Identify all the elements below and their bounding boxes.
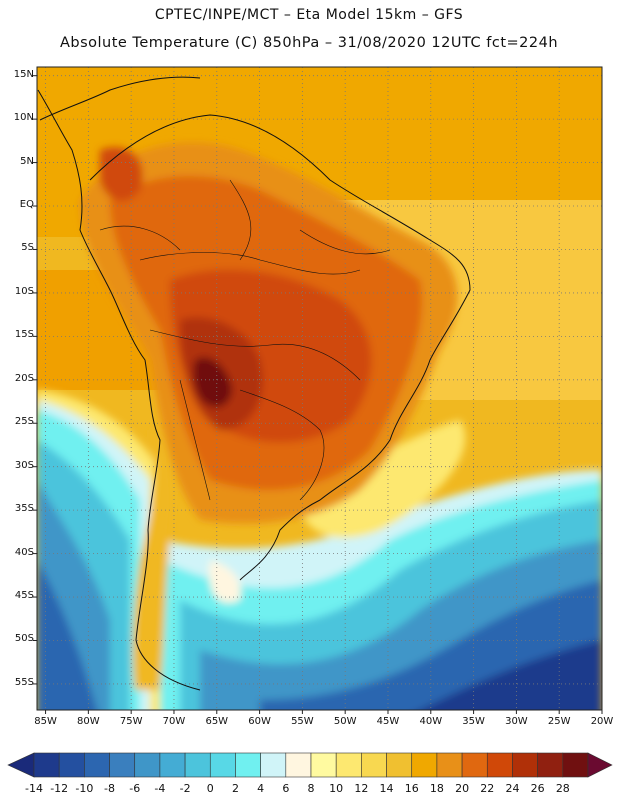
colorbar-swatch bbox=[310, 752, 337, 778]
lon-tick-label: 35W bbox=[462, 716, 485, 727]
colorbar-high-arrow bbox=[587, 752, 613, 778]
lon-tick-label: 50W bbox=[333, 716, 357, 727]
lat-tick-label: 25S bbox=[14, 416, 34, 428]
colorbar-swatch bbox=[537, 752, 564, 778]
colorbar-swatch bbox=[84, 752, 110, 778]
colorbar-label: 18 bbox=[429, 782, 444, 795]
colorbar-label: 4 bbox=[257, 782, 265, 795]
colorbar-label: 8 bbox=[307, 782, 315, 795]
chart-title-line1: CPTEC/INPE/MCT – Eta Model 15km – GFS bbox=[154, 7, 464, 23]
lat-tick-label: 45S bbox=[14, 590, 34, 602]
lat-tick-label: 35S bbox=[14, 503, 34, 515]
colorbar-swatch bbox=[461, 752, 488, 778]
lat-tick-label: 5S bbox=[21, 242, 34, 254]
colorbar-label: -4 bbox=[154, 782, 166, 795]
lat-tick-label: 55S bbox=[14, 676, 34, 688]
colorbar-swatch bbox=[436, 752, 463, 778]
colorbar-label: 24 bbox=[505, 782, 520, 795]
colorbar bbox=[7, 752, 613, 778]
lon-tick-label: 65W bbox=[205, 716, 229, 727]
colorbar-label: 6 bbox=[282, 782, 290, 795]
lon-tick-label: 45W bbox=[376, 716, 400, 727]
colorbar-swatch bbox=[512, 752, 538, 778]
colorbar-swatch bbox=[134, 752, 161, 778]
temperature-field bbox=[37, 67, 602, 710]
lon-tick-label: 40W bbox=[419, 716, 443, 727]
lon-tick-label: 30W bbox=[505, 716, 528, 727]
lat-tick-label: 5N bbox=[20, 155, 34, 167]
colorbar-label: 2 bbox=[231, 782, 239, 795]
lon-tick-label: 20W bbox=[590, 716, 614, 727]
lat-tick-label: 20S bbox=[14, 372, 34, 384]
colorbar-swatch bbox=[58, 752, 85, 778]
colorbar-label: 28 bbox=[555, 782, 570, 795]
colorbar-label: 12 bbox=[354, 782, 369, 795]
colorbar-swatch bbox=[260, 752, 287, 778]
colorbar-label: 22 bbox=[480, 782, 495, 795]
lon-tick-label: 85W bbox=[34, 716, 57, 727]
lon-tick-label: 55W bbox=[291, 716, 314, 727]
colorbar-swatch bbox=[285, 752, 312, 778]
borders bbox=[99, 179, 391, 501]
lon-tick-label: 25W bbox=[547, 716, 571, 727]
map-frame bbox=[36, 66, 603, 711]
colorbar-label: -6 bbox=[129, 782, 141, 795]
colorbar-swatch bbox=[335, 752, 362, 778]
coastline bbox=[37, 76, 471, 691]
lat-tick-label: 10S bbox=[14, 285, 34, 297]
lat-tick-label: 10N bbox=[13, 112, 34, 124]
colorbar-label: 0 bbox=[206, 782, 214, 795]
lat-tick-label: 50S bbox=[14, 633, 34, 645]
colorbar-swatch bbox=[235, 752, 261, 778]
colorbar-label: -8 bbox=[104, 782, 116, 795]
colorbar-label: 10 bbox=[329, 782, 344, 795]
colorbar-label: -14 bbox=[25, 782, 43, 795]
lat-tick-label: EQ bbox=[19, 199, 34, 211]
colorbar-label: 14 bbox=[379, 782, 394, 795]
colorbar-swatch bbox=[184, 752, 211, 778]
colorbar-swatch bbox=[386, 752, 413, 778]
colorbar-swatch bbox=[109, 752, 136, 778]
lon-tick-label: 70W bbox=[162, 716, 186, 727]
colorbar-swatch bbox=[411, 752, 438, 778]
colorbar-label: -10 bbox=[75, 782, 94, 795]
colorbar-swatch bbox=[486, 752, 513, 778]
lat-tick-label: 15N bbox=[13, 68, 34, 80]
lon-tick-label: 60W bbox=[248, 716, 271, 727]
colorbar-low-arrow bbox=[7, 752, 35, 778]
colorbar-label: -12 bbox=[50, 782, 69, 795]
chart-title-line2: Absolute Temperature (C) 850hPa – 31/08/… bbox=[59, 35, 559, 51]
colorbar-label: 26 bbox=[530, 782, 545, 795]
colorbar-swatch bbox=[33, 752, 60, 778]
lon-tick-label: 80W bbox=[77, 716, 100, 727]
lat-tick-label: 30S bbox=[14, 459, 34, 471]
lat-tick-label: 15S bbox=[14, 329, 34, 341]
colorbar-swatch bbox=[159, 752, 186, 778]
lat-tick-label: 40S bbox=[14, 546, 34, 558]
lon-tick-label: 75W bbox=[119, 716, 143, 727]
colorbar-swatch bbox=[361, 752, 387, 778]
colorbar-label: 20 bbox=[455, 782, 470, 795]
colorbar-swatch bbox=[562, 752, 589, 778]
colorbar-label: -2 bbox=[179, 782, 191, 795]
colorbar-swatch bbox=[209, 752, 236, 778]
colorbar-label: 16 bbox=[404, 782, 419, 795]
